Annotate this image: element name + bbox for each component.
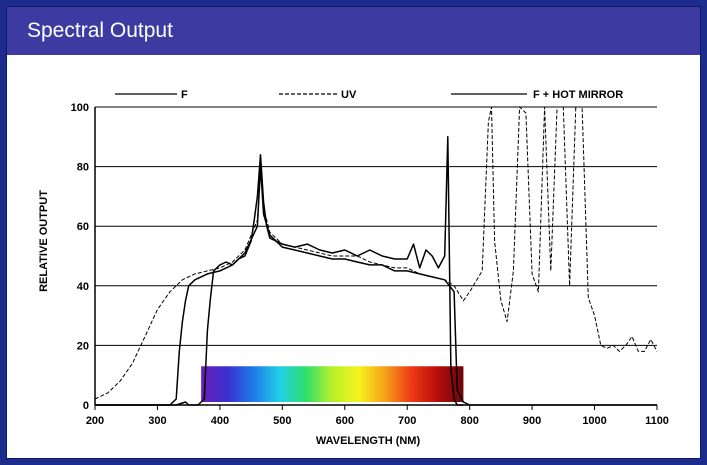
x-tick-label-500: 500 [273, 415, 291, 427]
x-tick-label-900: 900 [523, 415, 541, 427]
x-tick-label-400: 400 [211, 415, 229, 427]
y-tick-label-80: 80 [77, 162, 89, 174]
x-tick-label-200: 200 [86, 415, 104, 427]
y-tick-label-20: 20 [77, 340, 89, 352]
series-line-2 [95, 165, 657, 406]
panel-title: Spectral Output [27, 19, 173, 42]
x-axis-label: WAVELENGTH (NM) [316, 435, 421, 447]
y-tick-label-40: 40 [77, 281, 89, 293]
x-tick-label-1000: 1000 [582, 415, 606, 427]
chart-area: 200 300 400 500 600 700 800 900 1000 1100 0 20 40 60 8… [7, 55, 700, 463]
y-tick-label-60: 60 [77, 221, 89, 233]
x-tick-label-700: 700 [398, 415, 416, 427]
legend-label-0: F [181, 89, 188, 101]
series-line-1 [94, 106, 658, 400]
legend-label-1: UV [341, 89, 357, 101]
y-tick-label-100: 100 [71, 102, 89, 114]
visible-spectrum-band [201, 366, 464, 402]
spectral-output-chart: 200 300 400 500 600 700 800 900 1000 1100 0 20 40 60 8… [38, 89, 669, 447]
panel-title-bar: Spectral Output [7, 7, 700, 55]
x-tick-label-300: 300 [148, 415, 166, 427]
x-tick-label-1100: 1100 [645, 415, 669, 427]
y-axis-label: RELATIVE OUTPUT [38, 190, 50, 292]
legend-label-2: F + HOT MIRROR [533, 89, 623, 101]
x-tick-label-800: 800 [460, 415, 478, 427]
spectral-output-panel: Spectral Output 200 300 400 500 600 700 800 900… [6, 6, 701, 459]
y-tick-label-0: 0 [83, 400, 89, 412]
x-tick-label-600: 600 [336, 415, 354, 427]
